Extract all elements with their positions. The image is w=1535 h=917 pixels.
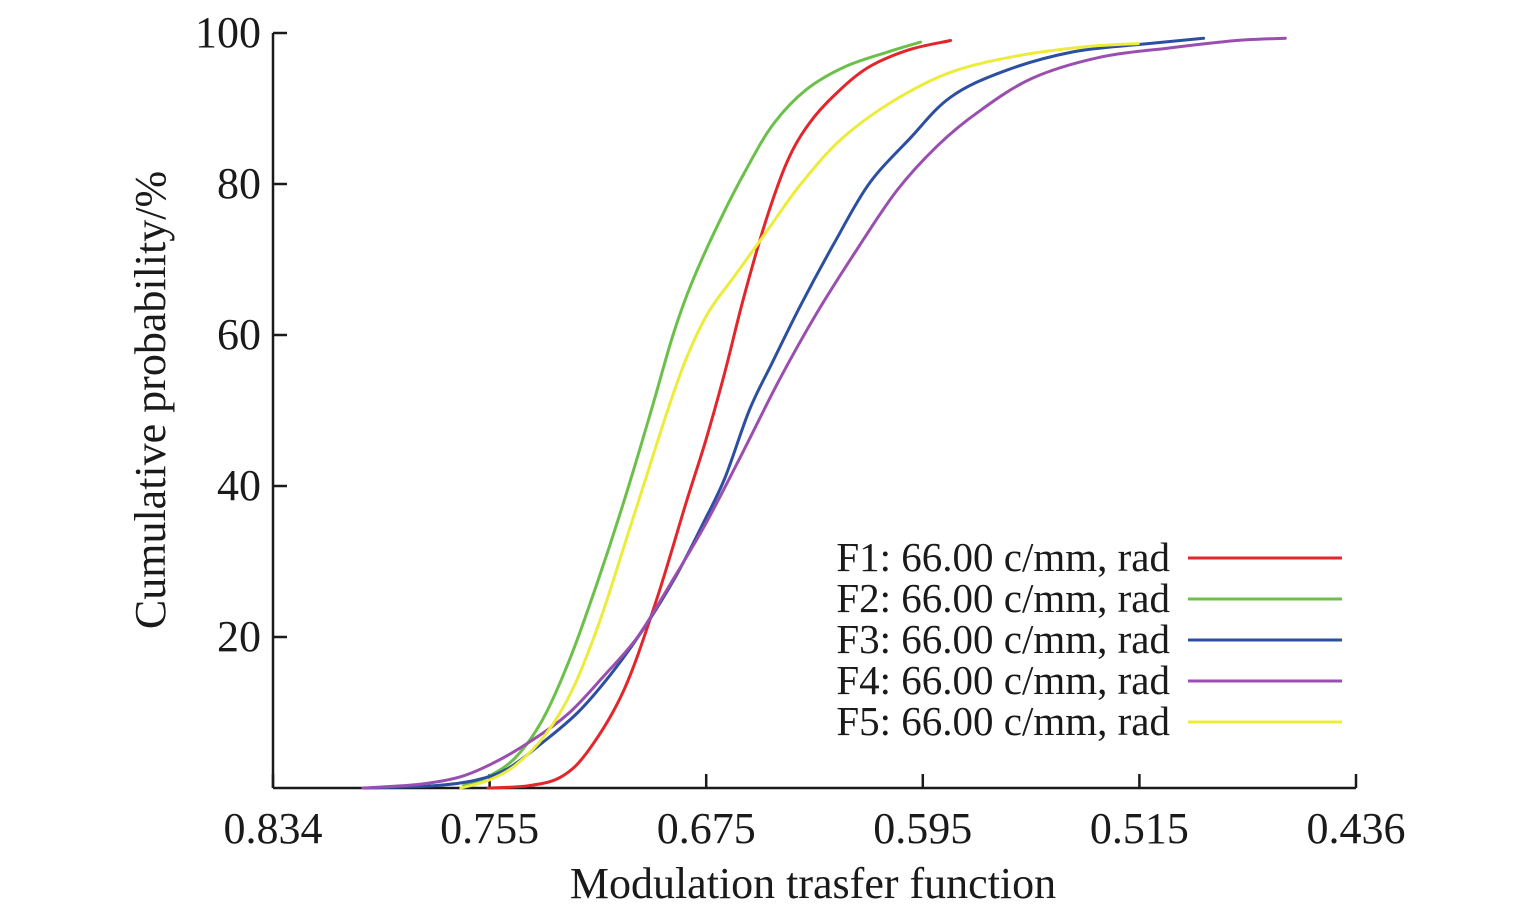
y-tick-label: 20 — [217, 612, 261, 661]
y-tick-label: 80 — [217, 159, 261, 208]
y-tick-label: 40 — [217, 461, 261, 510]
y-tick-label: 100 — [195, 8, 261, 57]
legend-label-f4: F4: 66.00 c/mm, rad — [836, 657, 1170, 703]
x-tick-label: 0.515 — [1090, 804, 1189, 853]
legend-label-f1: F1: 66.00 c/mm, rad — [836, 534, 1170, 580]
x-tick-label: 0.436 — [1307, 804, 1406, 853]
x-tick-label: 0.675 — [657, 804, 756, 853]
y-axis-title: Cumulative probability/% — [126, 171, 175, 629]
legend-label-f3: F3: 66.00 c/mm, rad — [836, 616, 1170, 662]
x-tick-label: 0.834 — [224, 804, 323, 853]
axes: 0.834 0.755 0.675 0.595 0.515 0.436 20 40 60 80 10… — [195, 8, 1406, 853]
legend-label-f2: F2: 66.00 c/mm, rad — [836, 575, 1170, 621]
series-line-f2 — [462, 40, 923, 788]
y-tick-label: 60 — [217, 310, 261, 359]
x-tick-label: 0.595 — [873, 804, 972, 853]
x-tick-label: 0.755 — [440, 804, 539, 853]
series-layer — [361, 36, 1287, 790]
legend-label-f5: F5: 66.00 c/mm, rad — [836, 698, 1170, 744]
series-line-f1 — [486, 39, 953, 790]
series-line-f5 — [459, 42, 1140, 790]
x-axis-title: Modulation trasfer function — [570, 859, 1056, 908]
series-line-f4 — [361, 36, 1287, 790]
